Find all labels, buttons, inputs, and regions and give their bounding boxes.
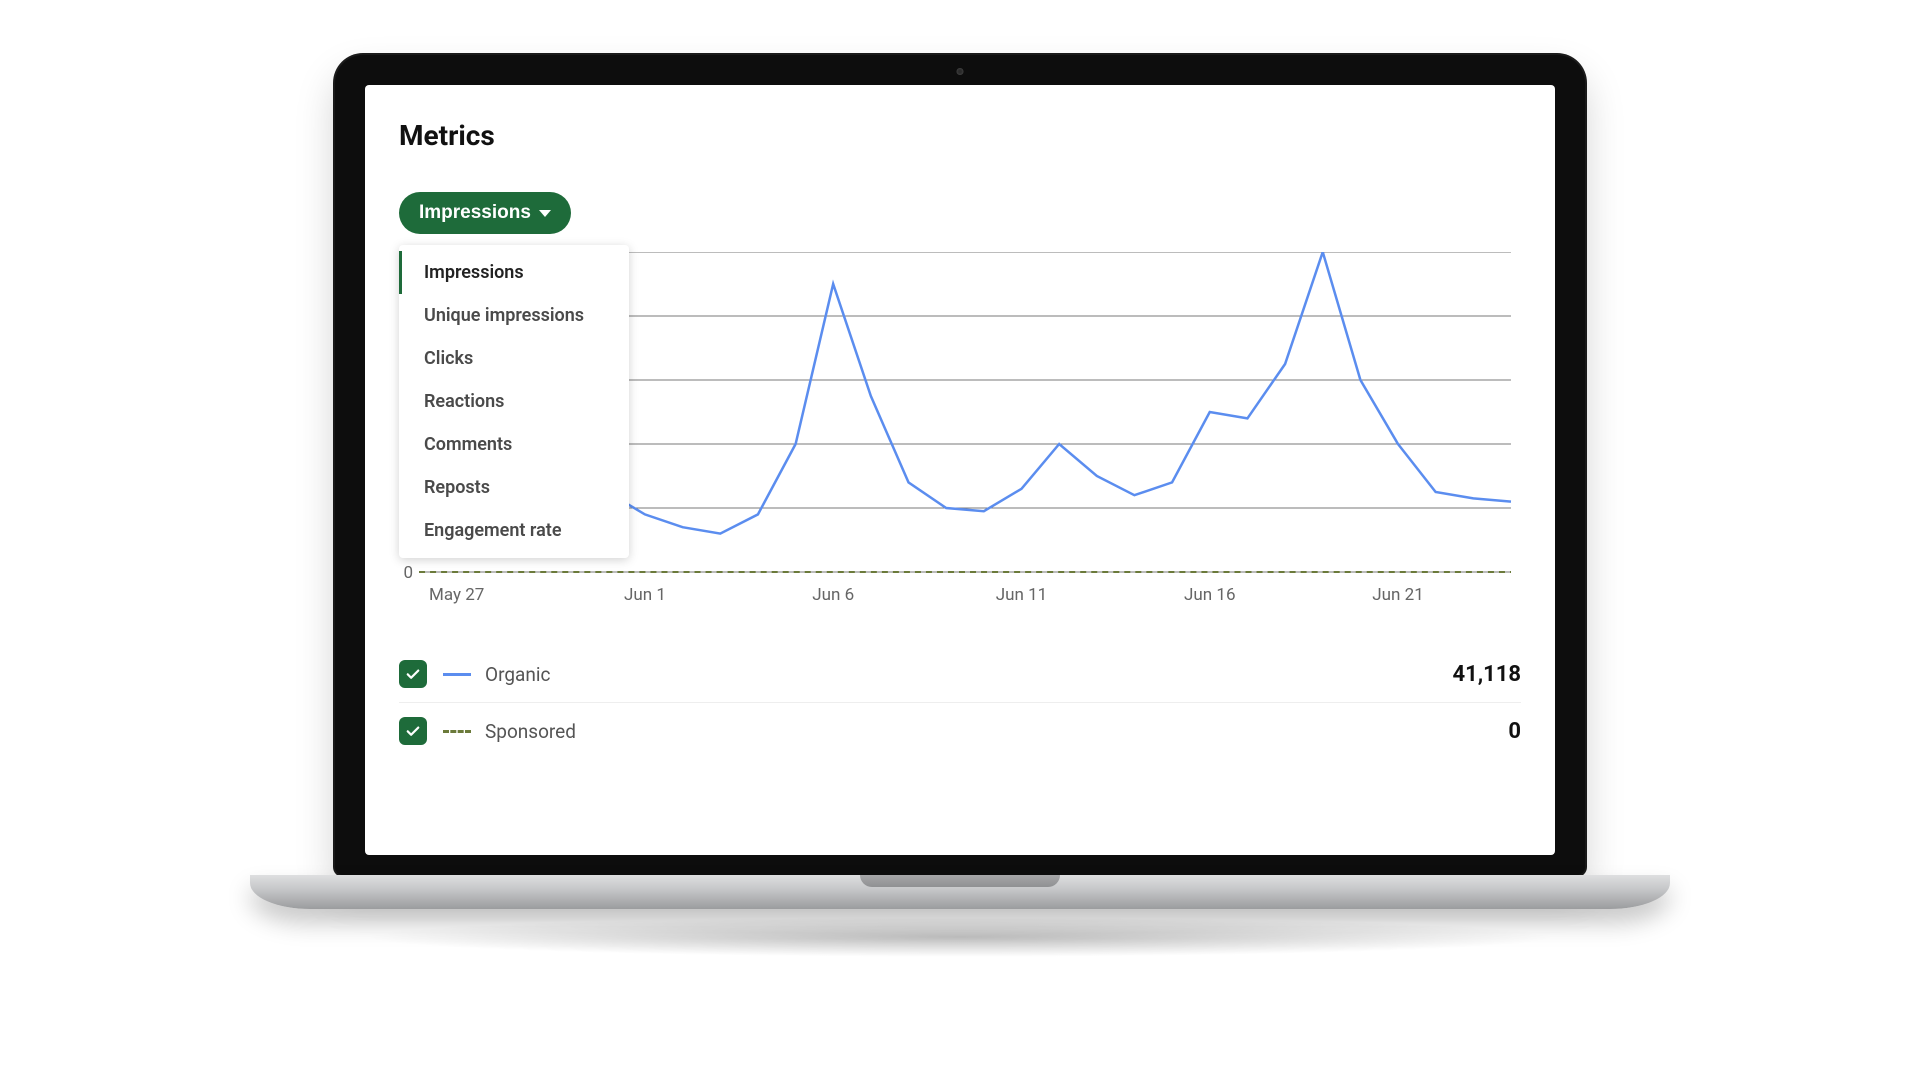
- chart-legend: Organic 41,118 Sponsored 0: [399, 646, 1521, 759]
- legend-row-sponsored: Sponsored 0: [399, 702, 1521, 759]
- laptop-frame: Metrics Impressions Impressions Unique i…: [335, 55, 1585, 957]
- laptop-base: [250, 875, 1670, 909]
- svg-text:Jun 11: Jun 11: [996, 585, 1048, 605]
- svg-text:Jun 16: Jun 16: [1184, 585, 1236, 605]
- menu-item-clicks[interactable]: Clicks: [399, 337, 629, 380]
- menu-item-reactions[interactable]: Reactions: [399, 380, 629, 423]
- menu-item-reposts[interactable]: Reposts: [399, 466, 629, 509]
- laptop-bezel: Metrics Impressions Impressions Unique i…: [335, 55, 1585, 875]
- metric-dropdown-menu: Impressions Unique impressions Clicks Re…: [399, 245, 629, 558]
- chart-x-labels: May 27 Jun 1 Jun 6 Jun 11 Jun 16 Jun 21: [429, 585, 1424, 605]
- menu-item-engagement-rate[interactable]: Engagement rate: [399, 509, 629, 552]
- check-icon: [404, 665, 422, 683]
- chart-y-labels: 0: [403, 563, 413, 583]
- svg-text:Jun 6: Jun 6: [812, 585, 854, 605]
- menu-item-impressions[interactable]: Impressions: [399, 251, 629, 294]
- legend-value-organic: 41,118: [1452, 662, 1521, 687]
- svg-text:0: 0: [403, 563, 413, 583]
- metric-dropdown-label: Impressions: [419, 202, 531, 224]
- legend-checkbox-organic[interactable]: [399, 660, 427, 688]
- svg-text:Jun 21: Jun 21: [1372, 585, 1424, 605]
- legend-label-sponsored: Sponsored: [485, 720, 576, 743]
- legend-swatch-sponsored: [443, 730, 471, 733]
- check-icon: [404, 722, 422, 740]
- page-title: Metrics: [399, 119, 1521, 152]
- legend-value-sponsored: 0: [1508, 719, 1521, 744]
- svg-text:Jun 1: Jun 1: [624, 585, 666, 605]
- chevron-down-icon: [539, 210, 551, 217]
- menu-item-comments[interactable]: Comments: [399, 423, 629, 466]
- metric-dropdown-button[interactable]: Impressions: [399, 192, 571, 234]
- legend-swatch-organic: [443, 673, 471, 676]
- laptop-shadow: [360, 917, 1560, 957]
- legend-label-organic: Organic: [485, 663, 550, 686]
- menu-item-unique-impressions[interactable]: Unique impressions: [399, 294, 629, 337]
- app-screen: Metrics Impressions Impressions Unique i…: [365, 85, 1555, 855]
- legend-checkbox-sponsored[interactable]: [399, 717, 427, 745]
- camera-icon: [957, 68, 964, 75]
- legend-row-organic: Organic 41,118: [399, 646, 1521, 702]
- svg-text:May 27: May 27: [429, 585, 484, 605]
